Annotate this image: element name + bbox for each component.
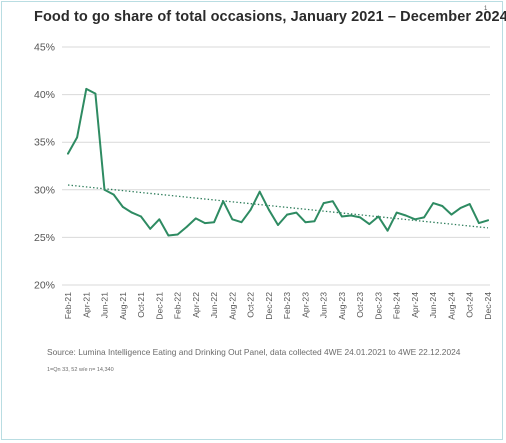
x-tick-label: Aug-21 [118,292,128,320]
data-point [359,216,362,219]
y-tick-label: 25% [34,232,55,244]
trendline-layer [67,184,489,229]
x-tick-label: Apr-21 [81,292,91,318]
data-point [67,152,69,155]
data-point [85,87,88,90]
data-point [121,206,124,208]
y-tick-label: 20% [34,280,55,292]
y-tick-label: 45% [34,42,55,54]
chart-title: Food to go share of total occasions, Jan… [34,9,506,25]
data-point [304,221,307,224]
y-tick-label: 30% [34,184,55,196]
x-tick-label: Aug-24 [446,292,456,320]
data-point [322,202,325,205]
data-point [414,218,416,221]
data-point [477,222,480,225]
data-point [240,221,243,224]
data-point [395,211,398,214]
gridlines [62,46,490,286]
series-layer [67,87,489,237]
data-point [386,229,389,232]
data-point [350,214,352,217]
x-axis-ticks: Feb-21 Apr-21 Jun-21 Aug-21 Oct-21 Dec-21 Feb-… [63,292,493,320]
data-point [295,211,298,214]
trendline [67,184,489,229]
data-point [368,223,371,225]
x-tick-label: Apr-23 [300,292,310,318]
x-tick-label: Oct-21 [136,292,146,318]
data-point [158,218,161,221]
x-tick-label: Feb-22 [173,292,183,319]
data-point [341,215,343,218]
data-point [286,213,289,216]
x-tick-label: Apr-22 [191,292,201,318]
x-tick-label: Dec-23 [373,292,383,320]
data-point [331,200,334,203]
x-tick-label: Feb-21 [63,292,73,319]
x-tick-label: Feb-23 [282,292,292,319]
y-axis-ticks: 20% 25% 30% 35% 40% 45% [34,42,55,292]
data-point [377,215,380,218]
data-point [204,222,206,225]
data-point [140,215,142,218]
x-tick-label: Dec-22 [264,292,274,320]
x-tick-label: Aug-23 [337,292,347,320]
title-superscript: 1 [484,6,488,12]
footnote: 1=Qn 33, 52 w/e n= 14,340 [47,367,114,373]
x-tick-label: Jun-21 [100,292,110,318]
data-point [487,219,489,222]
x-tick-label: Oct-23 [355,292,365,318]
data-point [313,220,316,223]
x-tick-label: Feb-24 [392,292,402,319]
data-point [423,216,425,219]
data-point [277,224,279,226]
x-tick-label: Jun-22 [209,292,219,318]
data-point [94,92,97,95]
x-tick-label: Oct-22 [246,292,256,318]
data-point [131,211,133,214]
data-point [222,200,225,203]
series-line [67,87,489,237]
data-point [176,233,179,236]
x-tick-label: Jun-24 [428,292,438,318]
x-tick-label: Dec-21 [154,292,164,320]
data-point [185,226,188,228]
data-point [258,190,261,193]
data-point [231,218,234,221]
data-point [441,205,444,207]
data-point [267,208,270,211]
data-point [149,227,152,230]
x-tick-label: Jun-23 [319,292,329,318]
x-tick-label: Apr-24 [410,292,420,318]
data-point [459,206,462,209]
data-point [450,213,453,216]
source-note: Source: Lumina Intelligence Eating and D… [47,347,461,357]
data-point [194,217,197,220]
data-point [404,214,407,217]
data-point [103,188,106,191]
y-tick-label: 35% [34,137,55,149]
data-point [76,136,79,139]
x-tick-label: Aug-22 [227,292,237,320]
x-tick-label: Oct-24 [465,292,475,318]
data-point [112,193,115,196]
data-point [213,221,215,224]
data-point [468,203,471,205]
data-point [432,202,435,205]
x-tick-label: Dec-24 [483,292,493,320]
data-point [249,208,252,211]
y-tick-label: 40% [34,89,55,101]
data-point [167,234,170,237]
